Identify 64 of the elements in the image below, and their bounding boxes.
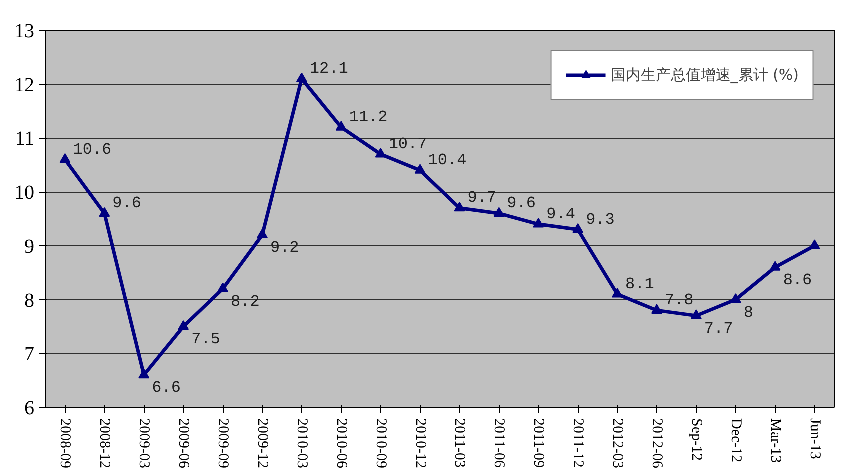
x-tick-label: 2009-09: [215, 418, 232, 468]
data-label: 9.6: [507, 194, 536, 213]
data-label: 12.1: [310, 60, 348, 78]
data-label: 9.4: [546, 205, 576, 224]
x-tick-label: 2011-03: [452, 418, 468, 468]
point: [809, 240, 820, 250]
point: [414, 164, 426, 174]
x-tick-label: 2011-09: [530, 418, 547, 468]
x-tick-label: 2012-06: [648, 418, 665, 469]
x-tick-label: Mar-13: [767, 418, 784, 464]
point: [494, 207, 505, 217]
x-tick-label: 2009-03: [136, 418, 152, 468]
y-tick-label: 13: [14, 20, 34, 42]
point: [336, 121, 347, 131]
point: [375, 148, 386, 158]
point: [138, 368, 150, 379]
point: [99, 207, 110, 217]
point: [296, 72, 308, 82]
point: [690, 310, 702, 320]
y-tick-label: 10: [14, 182, 34, 204]
data-label: 9.3: [586, 210, 615, 229]
point: [256, 228, 268, 239]
data-label: 7.5: [192, 330, 220, 349]
point: [730, 294, 742, 304]
data-label: 7.7: [704, 320, 734, 338]
data-label: 8.6: [783, 271, 812, 290]
data-label: 11.2: [349, 108, 388, 126]
x-tick-label: 2011-06: [491, 418, 508, 468]
x-tick-label: Sep-12: [688, 418, 704, 461]
x-tick-label: 2010-03: [294, 418, 310, 468]
data-label: 9.6: [112, 194, 142, 213]
data-label: 10.4: [428, 152, 467, 170]
legend-label: 国内生产总值增速_累计 (%): [610, 66, 799, 84]
data-label: 8.1: [626, 275, 654, 294]
data-label: 8: [744, 304, 754, 322]
data-label: 10.7: [388, 135, 428, 154]
x-tick-label: 2009-12: [254, 418, 270, 468]
point: [60, 153, 71, 164]
y-tick-label: 9: [24, 236, 34, 258]
y-tick-label: 7: [24, 344, 34, 366]
point: [178, 320, 190, 330]
point: [770, 261, 781, 271]
x-tick-label: 2010-12: [412, 418, 428, 468]
point: [651, 304, 662, 314]
x-tick-label: 2012-03: [610, 418, 626, 468]
x-tick-label: 2010-09: [372, 418, 389, 468]
data-label: 6.6: [152, 379, 181, 398]
y-tick-label: 6: [24, 398, 34, 420]
y-tick-label: 8: [24, 290, 34, 312]
x-tick-label: Jun-13: [806, 418, 823, 460]
data-label: 9.7: [468, 189, 497, 208]
x-tick-label: 2011-12: [570, 418, 586, 468]
y-tick-label: 11: [15, 128, 35, 150]
point: [454, 202, 466, 212]
x-tick-label: Dec-12: [728, 418, 744, 463]
y-tick-label: 12: [14, 74, 34, 96]
point: [533, 218, 544, 228]
x-tick-label: 2009-06: [176, 418, 192, 469]
x-tick-label: 2010-06: [333, 418, 350, 469]
x-tick-label: 2008-09: [57, 418, 74, 468]
point: [218, 282, 229, 292]
point: [572, 224, 584, 234]
x-tick-label: 2008-12: [96, 418, 113, 468]
data-label: 10.6: [73, 140, 112, 159]
